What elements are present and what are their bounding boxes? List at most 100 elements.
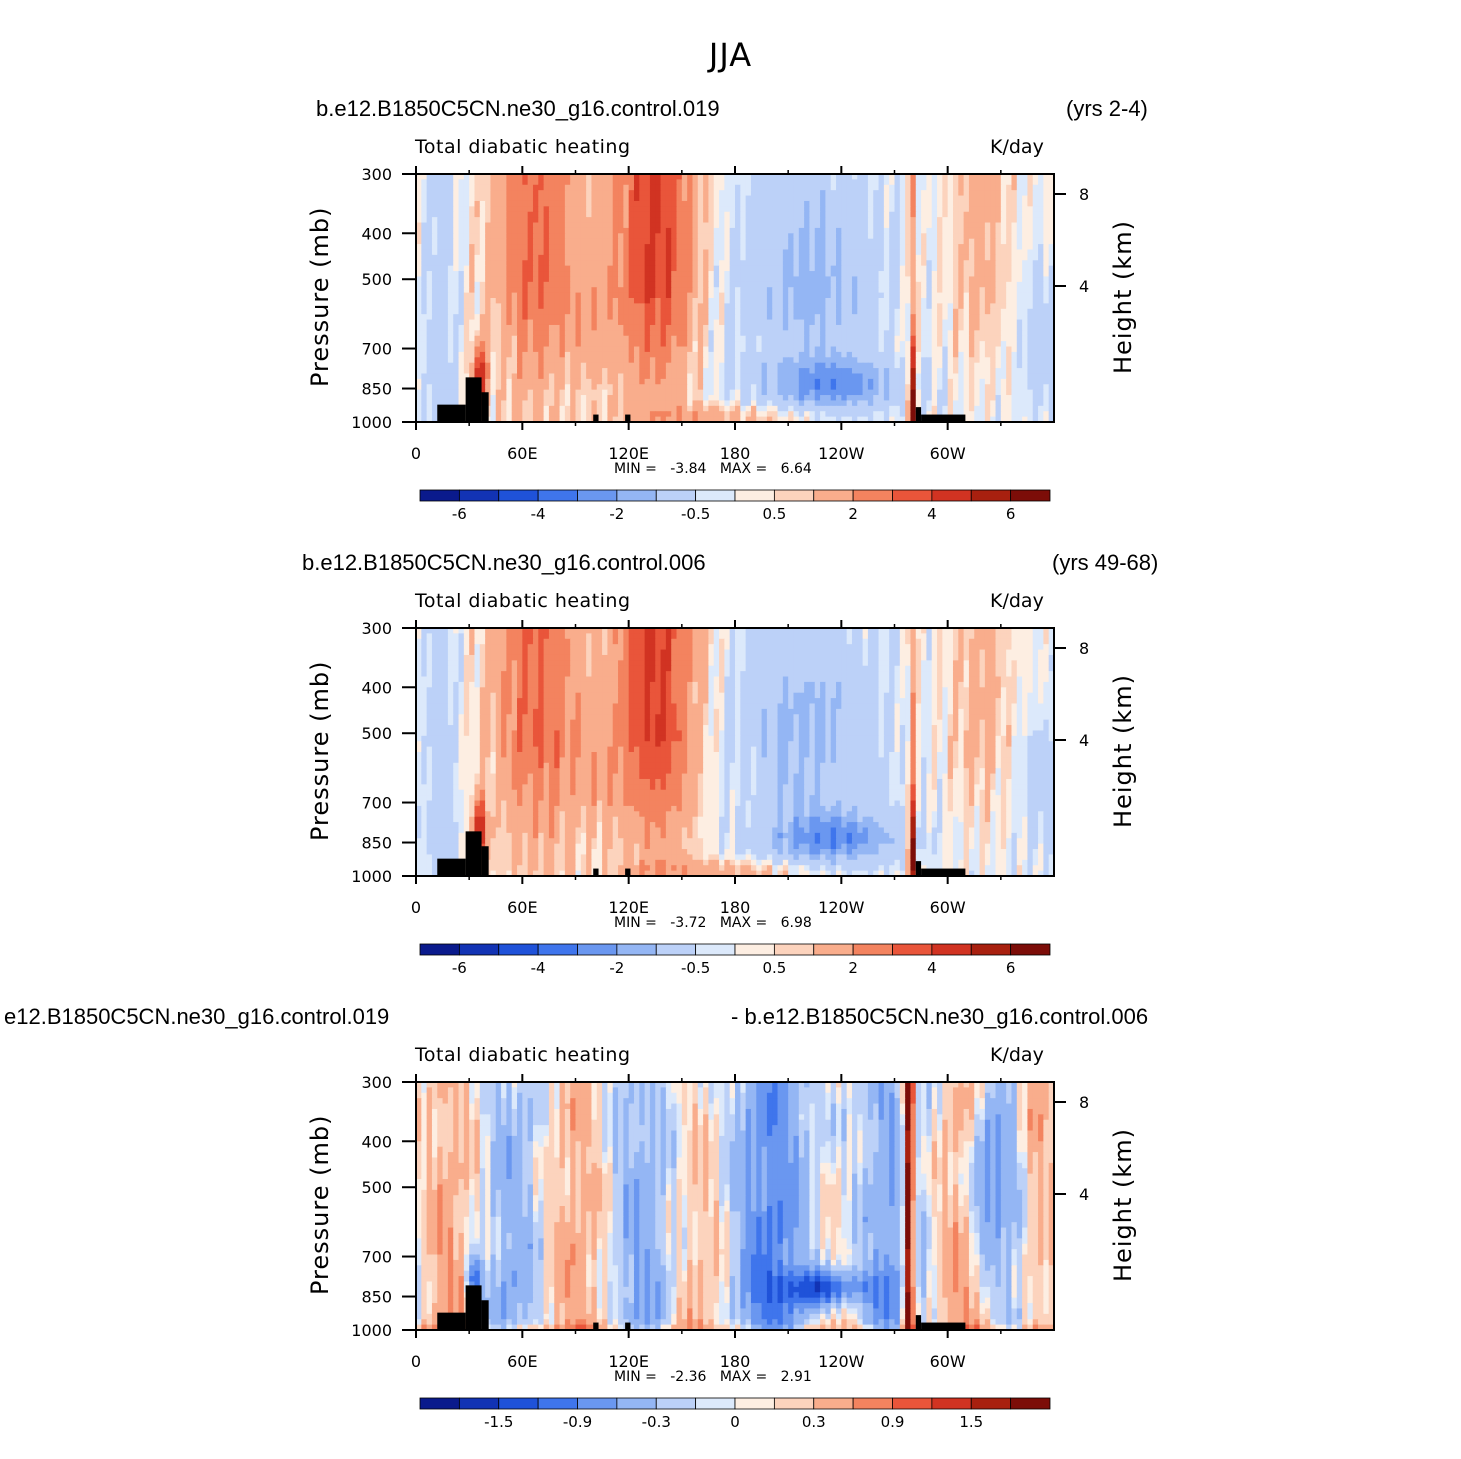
heatmap-cell: [570, 395, 577, 402]
heatmap-cell: [931, 238, 938, 245]
heatmap-cell: [873, 308, 880, 315]
heatmap-cell: [788, 179, 795, 186]
heatmap-cell: [719, 174, 725, 180]
heatmap-cell: [979, 233, 986, 240]
heatmap-cell: [963, 373, 970, 380]
heatmap-cell: [841, 200, 848, 207]
heatmap-cell: [431, 314, 438, 321]
heatmap-cell: [979, 249, 986, 256]
heatmap-cell: [676, 271, 683, 278]
heatmap-cell: [1006, 184, 1013, 191]
heatmap-cell: [708, 287, 715, 294]
heatmap-cell: [618, 368, 624, 375]
heatmap-cell: [687, 260, 694, 267]
heatmap-cell: [681, 227, 688, 234]
heatmap-cell: [830, 287, 837, 294]
heatmap-cell: [1038, 244, 1044, 251]
heatmap-cell: [1048, 206, 1055, 213]
heatmap-cell: [830, 206, 837, 213]
heatmap-cell: [596, 292, 603, 299]
heatmap-cell: [580, 330, 587, 337]
heatmap-cell: [772, 206, 779, 213]
heatmap-cell: [703, 233, 710, 240]
heatmap-cell: [713, 287, 720, 294]
heatmap-cell: [974, 276, 981, 283]
heatmap-cell: [644, 330, 651, 337]
heatmap-cell: [596, 362, 603, 369]
heatmap-cell: [554, 335, 561, 342]
heatmap-cell: [857, 314, 864, 321]
heatmap-cell: [857, 384, 864, 391]
heatmap-cell: [660, 351, 667, 358]
heatmap-cell: [915, 335, 922, 342]
heatmap-cell: [766, 351, 773, 358]
heatmap-cell: [883, 373, 890, 380]
heatmap-cell: [995, 351, 1002, 358]
heatmap-cell: [873, 303, 880, 310]
heatmap-cell: [564, 227, 571, 234]
heatmap-cell: [921, 227, 927, 234]
heatmap-cell: [612, 271, 619, 278]
heatmap-cell: [495, 292, 502, 299]
heatmap-cell: [532, 384, 539, 391]
heatmap-cell: [469, 276, 476, 283]
heatmap-cell: [1000, 384, 1007, 391]
heatmap-cell: [825, 330, 832, 337]
heatmap-cell: [655, 298, 662, 304]
heatmap-cell: [1032, 211, 1039, 218]
heatmap-cell: [719, 335, 725, 342]
heatmap-cell: [426, 362, 433, 369]
heatmap-cell: [447, 378, 454, 385]
heatmap-cell: [851, 238, 858, 245]
heatmap-cell: [777, 254, 784, 261]
heatmap-cell: [990, 222, 997, 229]
heatmap-cell: [586, 378, 593, 385]
heatmap-cell: [559, 254, 566, 261]
heatmap-cell: [1038, 368, 1044, 375]
heatmap-cell: [947, 211, 954, 218]
heatmap-cell: [841, 287, 848, 294]
heatmap-cell: [442, 238, 449, 245]
heatmap-cell: [809, 265, 816, 272]
heatmap-cell: [639, 276, 646, 283]
heatmap-cell: [628, 319, 635, 326]
heatmap-cell: [559, 346, 566, 353]
heatmap-cell: [809, 227, 816, 234]
heatmap-cell: [724, 368, 731, 375]
heatmap-cell: [889, 233, 896, 240]
heatmap-cell: [639, 298, 646, 304]
heatmap-cell: [745, 324, 752, 331]
heatmap-cell: [570, 384, 577, 391]
heatmap-cell: [580, 378, 587, 385]
heatmap-cell: [463, 303, 470, 310]
heatmap-cell: [426, 346, 433, 353]
heatmap-cell: [453, 384, 460, 391]
heatmap-cell: [697, 276, 704, 283]
heatmap-cell: [857, 298, 864, 304]
heatmap-cell: [915, 179, 922, 186]
heatmap-cell: [681, 265, 688, 272]
heatmap-cell: [703, 222, 710, 229]
heatmap-cell: [1048, 314, 1055, 321]
heatmap-cell: [883, 308, 890, 315]
heatmap-cell: [421, 389, 428, 396]
heatmap-cell: [671, 238, 678, 245]
heatmap-cell: [416, 330, 422, 337]
heatmap-cell: [766, 238, 773, 245]
heatmap-cell: [968, 265, 975, 272]
heatmap-cell: [867, 174, 874, 180]
heatmap-cell: [825, 190, 832, 197]
heatmap-cell: [511, 346, 518, 353]
heatmap-cell: [681, 184, 688, 191]
heatmap-cell: [570, 233, 577, 240]
heatmap-cell: [580, 217, 587, 224]
heatmap-cell: [602, 265, 608, 272]
heatmap-cell: [825, 249, 832, 256]
heatmap-cell: [495, 395, 502, 402]
heatmap-cell: [697, 308, 704, 315]
heatmap-cell: [958, 362, 965, 369]
heatmap-cell: [974, 384, 981, 391]
heatmap-cell: [474, 227, 481, 234]
heatmap-cell: [628, 330, 635, 337]
heatmap-cell: [1027, 254, 1034, 261]
